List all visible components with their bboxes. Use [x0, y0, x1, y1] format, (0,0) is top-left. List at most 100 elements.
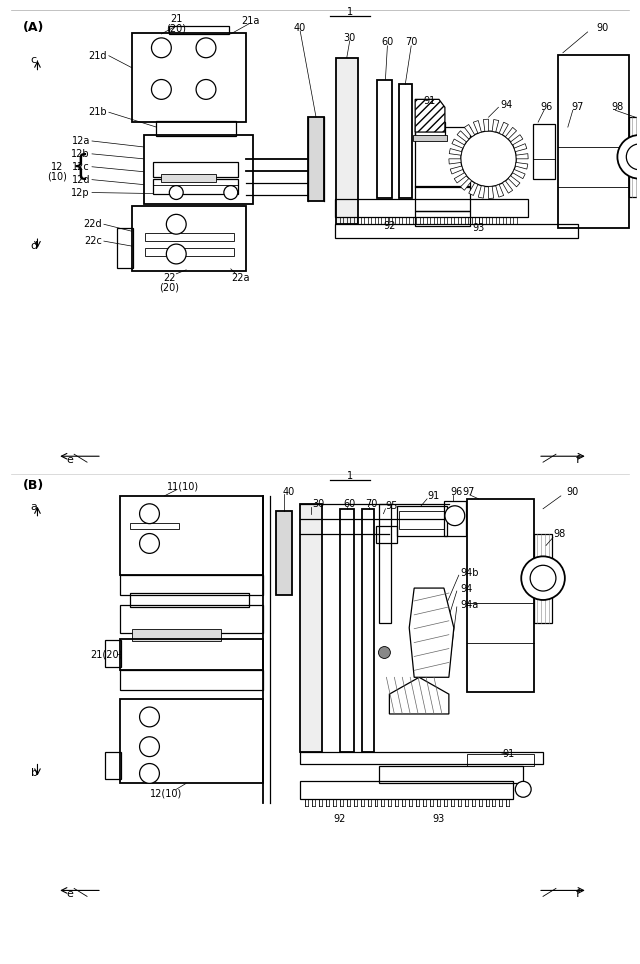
Bar — [415, 211, 470, 227]
Text: 96: 96 — [451, 487, 463, 496]
Bar — [415, 127, 470, 187]
Circle shape — [140, 707, 159, 727]
Circle shape — [521, 556, 565, 600]
Text: 12c: 12c — [72, 162, 90, 172]
Bar — [300, 752, 543, 763]
Polygon shape — [514, 144, 527, 151]
Bar — [399, 511, 444, 528]
Text: (10): (10) — [47, 172, 67, 181]
Bar — [116, 228, 132, 268]
Text: a: a — [31, 502, 37, 512]
Bar — [120, 495, 264, 576]
Bar — [154, 178, 237, 194]
Polygon shape — [516, 153, 528, 159]
Circle shape — [140, 504, 159, 523]
Bar — [380, 504, 392, 623]
Polygon shape — [513, 170, 525, 178]
Bar — [300, 504, 322, 752]
Text: 1: 1 — [347, 471, 353, 481]
Text: 12a: 12a — [72, 136, 90, 146]
Bar — [120, 699, 264, 784]
Text: e: e — [67, 455, 74, 466]
Bar — [300, 782, 513, 799]
Bar — [467, 754, 534, 765]
Text: 90: 90 — [596, 23, 609, 33]
Text: 21b: 21b — [88, 107, 107, 118]
Text: f: f — [576, 890, 580, 899]
Text: 30: 30 — [344, 33, 356, 42]
Text: 70: 70 — [405, 37, 417, 47]
Text: 22c: 22c — [84, 236, 102, 246]
Text: c: c — [31, 55, 36, 65]
Bar — [170, 26, 228, 34]
Text: (20): (20) — [166, 24, 186, 34]
Text: f: f — [576, 455, 580, 466]
Bar — [380, 765, 524, 784]
Bar — [130, 593, 248, 607]
Bar — [120, 638, 264, 670]
Text: {: { — [71, 152, 89, 181]
Bar — [335, 200, 528, 217]
Bar — [362, 509, 374, 752]
Bar — [444, 501, 466, 536]
Text: 97: 97 — [572, 102, 584, 112]
Bar — [340, 509, 354, 752]
Bar — [308, 118, 324, 201]
Text: 98: 98 — [554, 528, 566, 539]
Bar — [399, 85, 412, 199]
Text: 30: 30 — [312, 498, 324, 509]
Bar — [415, 186, 470, 211]
Bar — [534, 533, 552, 623]
Text: 60: 60 — [381, 37, 394, 47]
Text: 40: 40 — [294, 23, 307, 33]
Text: 21a: 21a — [241, 16, 260, 26]
Text: 91: 91 — [502, 749, 515, 759]
Bar — [154, 162, 237, 176]
Text: 91: 91 — [423, 96, 435, 106]
Text: 91: 91 — [427, 491, 439, 501]
Bar — [120, 576, 264, 595]
Bar — [397, 506, 447, 536]
Circle shape — [196, 79, 216, 99]
Text: 21: 21 — [170, 14, 182, 24]
Text: e: e — [67, 890, 74, 899]
Circle shape — [224, 186, 237, 200]
Text: 93: 93 — [472, 224, 484, 233]
Circle shape — [627, 144, 640, 170]
Polygon shape — [457, 131, 469, 142]
Text: 95: 95 — [385, 500, 397, 511]
Text: 12p: 12p — [72, 188, 90, 198]
Bar — [120, 605, 264, 632]
Bar — [132, 206, 246, 271]
Bar — [143, 135, 253, 204]
Bar — [630, 147, 640, 167]
Polygon shape — [478, 186, 485, 199]
Text: 94: 94 — [500, 100, 513, 110]
Bar — [335, 225, 578, 238]
Circle shape — [166, 244, 186, 264]
Polygon shape — [502, 181, 513, 193]
Polygon shape — [449, 148, 461, 155]
Polygon shape — [488, 186, 493, 199]
Polygon shape — [515, 163, 528, 169]
Bar — [376, 525, 397, 544]
Polygon shape — [506, 127, 516, 139]
Bar — [130, 522, 179, 528]
Circle shape — [618, 135, 640, 178]
Bar — [413, 135, 447, 141]
Polygon shape — [468, 183, 478, 196]
Polygon shape — [465, 124, 475, 137]
Circle shape — [445, 506, 465, 525]
Bar — [467, 498, 534, 692]
Bar — [105, 640, 121, 667]
Text: 96: 96 — [540, 102, 552, 112]
Text: 60: 60 — [344, 498, 356, 509]
Circle shape — [140, 533, 159, 553]
Bar — [132, 629, 221, 641]
Circle shape — [170, 186, 183, 200]
Circle shape — [530, 565, 556, 591]
Text: 94a: 94a — [461, 600, 479, 610]
Bar — [336, 58, 358, 225]
Polygon shape — [492, 120, 499, 132]
Bar — [534, 569, 552, 587]
